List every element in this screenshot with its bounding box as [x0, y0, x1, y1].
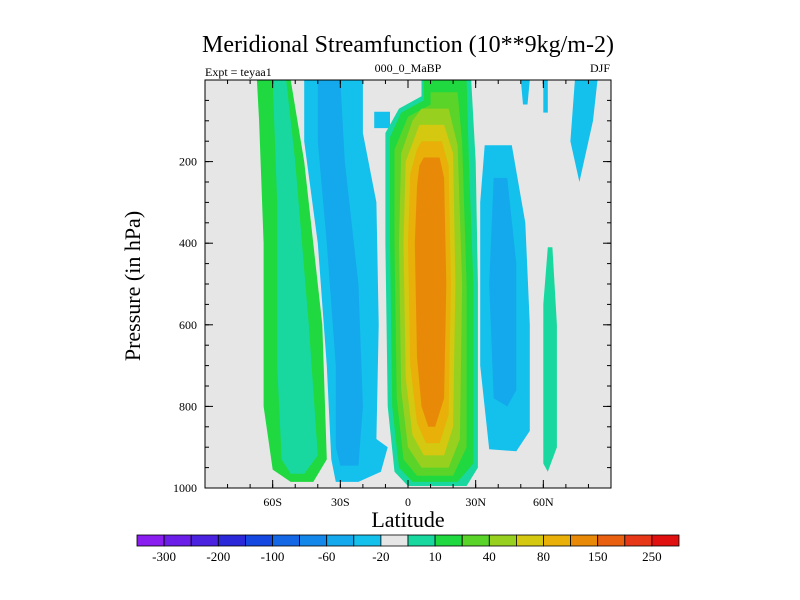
- contour-sh-green-inner: [272, 80, 318, 474]
- colorbar-swatch: [624, 534, 653, 547]
- colorbar-swatch: [651, 534, 680, 547]
- x-tick-label: 60N: [533, 495, 554, 509]
- contour-top-blue-speck-2: [543, 80, 548, 113]
- colorbar-swatch: [407, 534, 436, 547]
- season-label: DJF: [590, 61, 610, 75]
- colorbar-swatch: [272, 534, 301, 547]
- y-tick-label: 400: [179, 236, 197, 250]
- axes: 60S 30S 0 30N 60N 200 400 600 800 1000: [173, 79, 612, 509]
- colorbar-label: -200: [206, 549, 230, 564]
- colorbar-swatch: [488, 534, 517, 547]
- colorbar-label: -20: [372, 549, 389, 564]
- colorbar-swatch: [326, 534, 355, 547]
- colorbar-swatch: [461, 534, 490, 547]
- colorbar-swatch: [434, 534, 463, 547]
- experiment-label: Expt = teyaa1: [205, 65, 272, 79]
- colorbar-swatch: [570, 534, 599, 547]
- colorbar-swatch: [299, 534, 328, 547]
- y-axis-label: Pressure (in hPa): [120, 211, 145, 361]
- colorbar-swatch: [353, 534, 382, 547]
- colorbar-label: 80: [537, 549, 550, 564]
- colorbar-swatch: [244, 534, 273, 547]
- colorbar-label: 150: [588, 549, 608, 564]
- x-tick-label: 30N: [465, 495, 486, 509]
- y-tick-label: 1000: [173, 481, 197, 495]
- colorbar-label: 250: [642, 549, 662, 564]
- colorbar-swatch: [217, 534, 246, 547]
- colorbar-swatch: [163, 534, 192, 547]
- time-label: 000_0_MaBP: [375, 61, 442, 75]
- x-axis-label: Latitude: [371, 507, 444, 532]
- y-tick-label: 200: [179, 155, 197, 169]
- contour-nh-blue-inner: [489, 177, 517, 407]
- y-tick-label: 800: [179, 399, 197, 413]
- colorbar-label: -100: [261, 549, 285, 564]
- contour-sh-blue-patch: [374, 111, 390, 129]
- y-tick-label: 600: [179, 318, 197, 332]
- colorbar-swatch: [380, 534, 409, 547]
- contour-nh-teal-patch: [543, 247, 557, 472]
- colorbar-swatch: [597, 534, 626, 547]
- x-tick-label: 60S: [263, 495, 282, 509]
- colorbar-label: -300: [152, 549, 176, 564]
- colorbar: -300 -200 -100 -60 -20 10 40 80 150 250: [136, 534, 680, 564]
- colorbar-label: -60: [318, 549, 335, 564]
- contour-core-orange2: [414, 157, 447, 427]
- x-tick-label: 0: [405, 495, 411, 509]
- colorbar-swatch: [543, 534, 572, 547]
- contour-top-blue-speck-1: [520, 80, 530, 105]
- colorbar-swatch: [190, 534, 219, 547]
- colorbar-swatch: [136, 534, 165, 547]
- x-tick-label: 30S: [331, 495, 350, 509]
- chart-title: Meridional Streamfunction (10**9kg/m-2): [202, 32, 614, 58]
- colorbar-label: 10: [429, 549, 442, 564]
- contour-far-nh-blue: [570, 80, 598, 182]
- contour-sh-blue-inner: [317, 80, 363, 466]
- colorbar-label: 40: [483, 549, 496, 564]
- plot-area: [205, 80, 611, 488]
- colorbar-swatch: [516, 534, 544, 547]
